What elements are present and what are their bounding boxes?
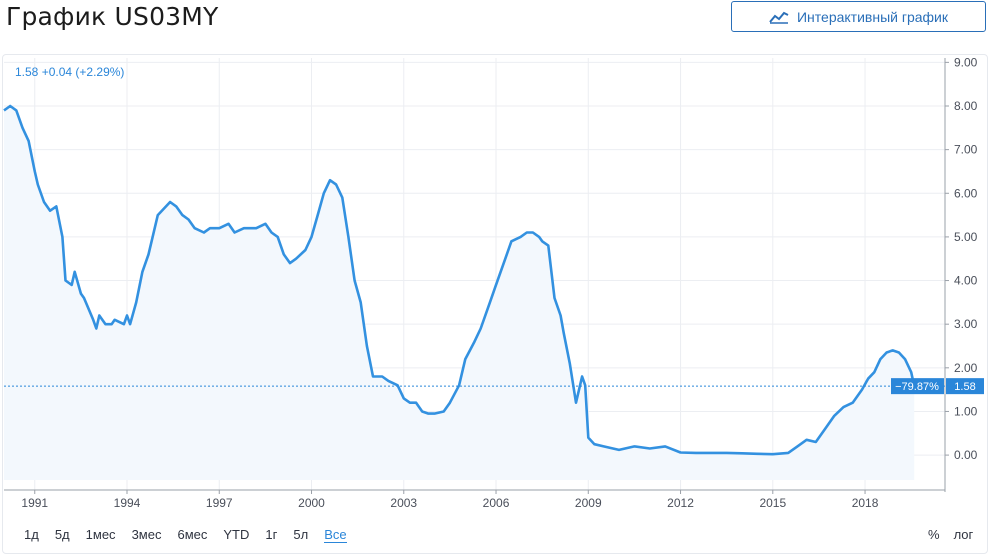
- price-marker: −79.87% 1.58: [4, 378, 984, 395]
- y-tick-label: 5.00: [954, 230, 978, 244]
- range-button[interactable]: YTD: [223, 527, 250, 542]
- y-tick-label: 7.00: [954, 143, 978, 157]
- price-label-bg: [946, 378, 984, 395]
- y-tick-label: 8.00: [954, 99, 978, 113]
- y-tick-label: 4.00: [954, 274, 978, 288]
- range-button[interactable]: 5л: [293, 527, 309, 542]
- series-line: [3, 104, 916, 456]
- y-tick-label: 6.00: [954, 186, 978, 200]
- x-tick-label: 2015: [759, 496, 786, 510]
- interactive-chart-button[interactable]: Интерактивный график: [731, 1, 986, 32]
- y-tick-label: 2.00: [954, 361, 978, 375]
- log-scale-toggle[interactable]: лог: [953, 527, 974, 542]
- y-tick-label: 9.00: [954, 55, 978, 69]
- chart-axes: 0.00 1.00 2.00 3.00 4.00 5.00 6.00 7.00 8.00 9.00…: [4, 55, 978, 510]
- x-tick-label: 2012: [667, 496, 694, 510]
- x-tick-label: 2009: [575, 496, 602, 510]
- change-label-bg: [891, 378, 944, 395]
- range-button[interactable]: 1д: [24, 527, 39, 542]
- y-tick-label: 1.00: [954, 404, 978, 418]
- range-button[interactable]: Все: [324, 527, 347, 543]
- price-label: 1.58: [954, 381, 975, 393]
- range-selector: 1д 5д 1мес 3мес 6мес YTD 1г 5л Все: [24, 527, 363, 543]
- x-tick-label: 2006: [483, 496, 510, 510]
- x-tick-label: 1997: [206, 496, 233, 510]
- range-button[interactable]: 1мес: [85, 527, 116, 542]
- page-title: График US03MY: [6, 2, 219, 31]
- range-button[interactable]: 5д: [54, 527, 70, 542]
- x-tick-label: 2000: [298, 496, 325, 510]
- x-tick-label: 2018: [852, 496, 879, 510]
- y-tick-label: 0.00: [954, 448, 978, 462]
- chart-line-icon: [769, 10, 789, 24]
- x-tick-label: 1991: [21, 496, 48, 510]
- legend-value: 1.58 +0.04 (+2.29%): [15, 65, 125, 79]
- scale-options: % лог: [928, 527, 973, 542]
- percent-scale-toggle[interactable]: %: [928, 527, 940, 542]
- range-button[interactable]: 6мес: [177, 527, 208, 542]
- range-button[interactable]: 1г: [265, 527, 278, 542]
- series-area-fill: [4, 106, 915, 480]
- change-label: −79.87%: [895, 381, 939, 393]
- chart-area: [3, 104, 916, 480]
- x-tick-label: 2003: [390, 496, 417, 510]
- y-tick-label: 3.00: [954, 317, 978, 331]
- x-tick-label: 1994: [114, 496, 141, 510]
- range-button[interactable]: 3мес: [131, 527, 162, 542]
- interactive-chart-label: Интерактивный график: [796, 8, 948, 25]
